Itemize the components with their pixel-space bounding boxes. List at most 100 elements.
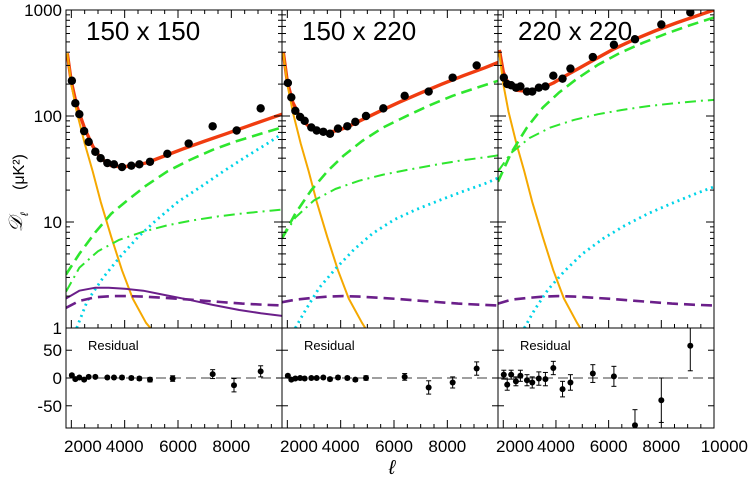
data-point (208, 122, 217, 131)
x-tick-label: 10000 (701, 437, 748, 456)
residual-marker (687, 342, 694, 349)
residual-point (136, 375, 143, 382)
data-point (534, 83, 544, 92)
x-tick-label: 6000 (375, 437, 413, 456)
residual-marker (352, 376, 359, 383)
residual-point (687, 328, 694, 372)
residual-marker (401, 373, 408, 380)
series-poisson-dashdot (282, 154, 498, 239)
y-tick-label: 1 (53, 319, 62, 338)
residual-point (508, 369, 515, 380)
residual-marker (517, 372, 524, 379)
data-point (400, 91, 409, 101)
residual-marker (104, 374, 111, 381)
x-tick-label: 4000 (106, 437, 144, 456)
residual-point (529, 376, 536, 389)
residual-label: Residual (88, 338, 139, 353)
data-point (630, 35, 640, 44)
series-clustered-dashed (498, 16, 714, 183)
data-point (75, 109, 84, 119)
series-radio-dotted (75, 132, 282, 328)
x-tick-label: 2000 (496, 437, 534, 456)
residual-point (209, 369, 216, 380)
residual-marker (658, 397, 665, 404)
residual-point (567, 374, 574, 391)
series-tsz-solid (66, 286, 282, 317)
data-point (109, 160, 119, 169)
residual-marker (610, 373, 617, 380)
y-axis-label: 𝒟 ℓ (μK²) (6, 154, 31, 232)
data-point (312, 126, 321, 135)
data-point (558, 74, 567, 83)
residual-point (335, 374, 341, 381)
data-point (379, 104, 388, 113)
panel-title: 150 x 220 (302, 16, 416, 46)
residual-marker (535, 375, 542, 382)
data-point (145, 157, 155, 166)
residual-point (81, 376, 88, 383)
series-tsz-dashed (282, 294, 498, 307)
residual-marker (344, 375, 351, 381)
residual-marker (559, 386, 566, 393)
residual-marker (449, 379, 456, 386)
panel-3: 220 x 220 Residual 2000 4000 6000 8000 10000 (496, 9, 748, 456)
data-point (79, 126, 89, 136)
residual-point (292, 375, 299, 382)
y-tick-label: 10 (43, 213, 62, 232)
residual-marker (425, 384, 432, 391)
data-point (256, 104, 265, 113)
main-frame (281, 9, 499, 329)
plot-area (498, 10, 714, 328)
data-point (163, 149, 172, 158)
residual-y-tick-label: -50 (37, 397, 62, 416)
data-point (184, 139, 193, 148)
residual-marker (542, 376, 549, 383)
residual-point (308, 375, 315, 381)
residual-point (542, 371, 549, 387)
residual-marker (589, 370, 596, 377)
data-point (361, 111, 371, 121)
residual-area (284, 361, 480, 395)
residual-point (512, 376, 519, 387)
residual-marker (301, 375, 308, 382)
data-point (96, 153, 105, 163)
residual-point (517, 369, 524, 382)
data-point (283, 78, 293, 88)
residual-marker (297, 375, 304, 381)
series-radio-dotted (523, 185, 714, 328)
residual-marker (335, 374, 341, 381)
residual-point (589, 364, 596, 383)
residual-marker (284, 372, 291, 379)
data-point (351, 117, 360, 127)
data-point (657, 20, 666, 29)
series-tsz-dashed (498, 294, 714, 307)
x-tick-label: 4000 (537, 437, 575, 456)
residual-marker (292, 375, 299, 382)
series-clustered-dashed (282, 79, 498, 240)
y-axis-unit: (μK²) (11, 154, 28, 190)
y-axis-symbol: 𝒟 (6, 213, 27, 232)
data-point (84, 137, 93, 147)
residual-area (500, 328, 694, 428)
residual-marker (85, 373, 92, 380)
data-point (343, 122, 352, 131)
data-point (291, 106, 300, 115)
plot-area (282, 51, 498, 328)
residual-point (104, 374, 111, 381)
data-point (424, 87, 433, 96)
residual-area (68, 365, 264, 393)
residual-point (363, 375, 369, 381)
series-total-solid (66, 53, 282, 169)
data-point (333, 124, 343, 133)
data-point (325, 129, 335, 138)
data-point (232, 126, 241, 135)
residual-marker (76, 374, 83, 381)
panel-2: 150 x 220 Residual 2000 4000 6000 8000 (280, 9, 499, 456)
x-tick-label: 8000 (642, 437, 680, 456)
residual-label: Residual (520, 338, 571, 353)
residual-label: Residual (304, 338, 355, 353)
series-poisson-dashdot (66, 208, 282, 293)
residual-marker (504, 381, 511, 388)
residual-marker (320, 374, 327, 381)
